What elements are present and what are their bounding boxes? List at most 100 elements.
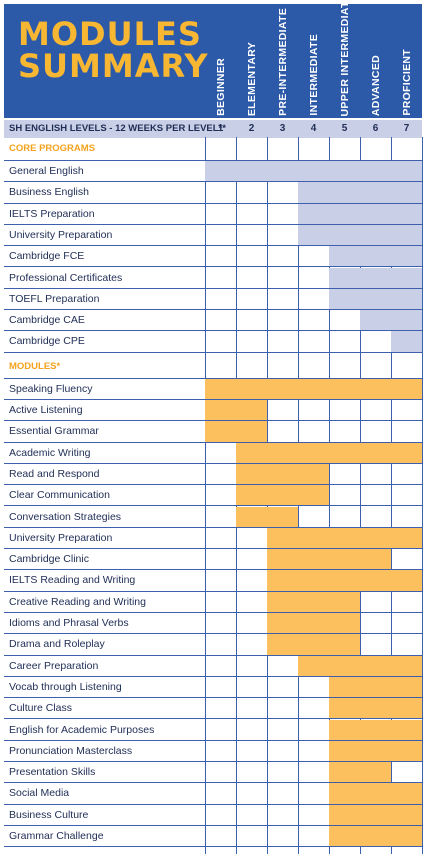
level-range-bar xyxy=(329,740,422,762)
row-label: Culture Class xyxy=(9,702,73,715)
row-label: Presentation Skills xyxy=(9,766,96,779)
row-label: Business English xyxy=(9,186,89,199)
level-name-label: ADVANCED xyxy=(369,54,382,116)
table-row: Business Culture xyxy=(4,804,422,826)
row-label: Creative Reading and Writing xyxy=(9,595,146,608)
row-label: Read and Respond xyxy=(9,467,100,480)
table-row: IELTS Reading and Writing xyxy=(4,570,422,592)
level-name-6: ADVANCED xyxy=(360,10,391,116)
subheader-label: SH ENGLISH LEVELS - 12 WEEKS PER LEVEL** xyxy=(9,123,226,134)
table-row: Conversation Strategies xyxy=(4,506,422,528)
row-label: Business Culture xyxy=(9,808,89,821)
table-row: Cambridge CPE xyxy=(4,331,422,353)
level-range-bar xyxy=(329,698,422,719)
page-title: MODULES SUMMARY xyxy=(18,18,209,82)
level-name-label: INTERMEDIATE xyxy=(307,34,320,116)
table-row: General English xyxy=(4,161,422,183)
row-label: Cambridge CPE xyxy=(9,335,85,348)
row-label: Conversation Strategies xyxy=(9,510,122,523)
row-label: IELTS Reading and Writing xyxy=(9,574,136,587)
level-range-bar xyxy=(236,463,329,485)
table-row: Active Listening xyxy=(4,400,422,422)
section-top-line xyxy=(4,160,422,161)
table-row: Cambridge FCE xyxy=(4,246,422,268)
row-label: Cambridge Clinic xyxy=(9,553,89,566)
section-top-line xyxy=(4,377,422,379)
table-row: Creative Reading and Writing xyxy=(4,591,422,613)
column-divider xyxy=(205,137,206,854)
table-row: Clear Communication xyxy=(4,485,422,507)
levels-subheader: SH ENGLISH LEVELS - 12 WEEKS PER LEVEL**… xyxy=(4,119,422,138)
table-row: Essential Grammar xyxy=(4,421,422,443)
table-row: Speaking Fluency xyxy=(4,378,422,400)
row-label: Essential Grammar xyxy=(9,425,99,438)
table-row: Idioms and Phrasal Verbs xyxy=(4,613,422,635)
table-row: Pronunciation Masterclass xyxy=(4,740,422,763)
level-number-5: 5 xyxy=(341,123,348,134)
level-number-1: 1 xyxy=(217,123,224,134)
row-label: Active Listening xyxy=(9,404,83,416)
level-range-bar xyxy=(205,378,422,399)
table-row: Professional Certificates xyxy=(4,267,422,289)
level-name-label: UPPER INTERMEDIATE xyxy=(338,0,351,116)
level-range-bar xyxy=(329,288,422,310)
level-range-bar xyxy=(205,421,267,442)
level-range-bar xyxy=(298,224,422,246)
level-range-bar xyxy=(267,634,360,655)
row-label: IELTS Preparation xyxy=(9,207,95,220)
level-range-bar xyxy=(298,203,422,224)
table-row: TOEFL Preparation xyxy=(4,288,422,311)
level-number-3: 3 xyxy=(279,123,286,134)
row-label: Grammar Challenge xyxy=(9,830,104,842)
level-name-2: ELEMENTARY xyxy=(236,10,267,116)
row-label: Drama and Roleplay xyxy=(9,638,105,651)
level-name-3: PRE-INTERMEDIATE xyxy=(267,8,298,116)
level-range-bar xyxy=(329,804,422,825)
level-number-7: 7 xyxy=(403,123,410,134)
row-label: Pronunciation Masterclass xyxy=(9,744,133,757)
table-row: Career Preparation xyxy=(4,655,422,677)
level-range-bar xyxy=(360,310,422,331)
level-range-bar xyxy=(329,676,422,698)
row-label: Vocab through Listening xyxy=(9,680,122,693)
table-row: Read and Respond xyxy=(4,463,422,486)
level-name-4: INTERMEDIATE xyxy=(298,10,329,116)
row-label: Social Media xyxy=(9,787,70,800)
section-label: CORE PROGRAMS xyxy=(9,143,96,154)
level-range-bar xyxy=(391,331,422,352)
level-name-1: BEGINNER xyxy=(205,10,236,116)
row-label: University Preparation xyxy=(9,531,113,544)
section-header-core: CORE PROGRAMS xyxy=(4,139,422,159)
row-label: English for Academic Purposes xyxy=(9,723,155,736)
row-label: Professional Certificates xyxy=(9,271,123,284)
level-range-bar xyxy=(236,506,298,527)
row-label: University Preparation xyxy=(9,228,113,241)
row-label: Clear Communication xyxy=(9,489,110,502)
level-name-label: PROFICIENT xyxy=(400,49,413,116)
row-label: Speaking Fluency xyxy=(9,382,93,395)
level-range-bar xyxy=(267,613,360,634)
table-row: Academic Writing xyxy=(4,442,422,464)
title-line-2: SUMMARY xyxy=(18,47,209,85)
table-row: Cambridge Clinic xyxy=(4,549,422,571)
title-line-1: MODULES xyxy=(18,15,202,53)
level-range-bar xyxy=(329,826,422,847)
table-row: IELTS Preparation xyxy=(4,203,422,225)
level-number-2: 2 xyxy=(248,123,255,134)
level-name-label: BEGINNER xyxy=(214,58,227,116)
level-range-bar xyxy=(267,570,422,591)
level-range-bar xyxy=(267,527,422,549)
table-row: Grammar Challenge xyxy=(4,826,422,848)
row-label: Cambridge FCE xyxy=(9,250,85,263)
level-number-6: 6 xyxy=(372,123,379,134)
column-divider xyxy=(329,137,330,854)
row-label: TOEFL Preparation xyxy=(9,292,100,305)
level-name-5: UPPER INTERMEDIATE xyxy=(329,0,360,116)
row-label: Cambridge CAE xyxy=(9,314,85,327)
table-row: Presentation Skills xyxy=(4,762,422,784)
level-range-bar xyxy=(205,161,422,182)
level-name-label: PRE-INTERMEDIATE xyxy=(276,8,289,116)
row-label: Idioms and Phrasal Verbs xyxy=(9,617,129,629)
column-divider xyxy=(391,137,392,854)
table-row: Culture Class xyxy=(4,698,422,720)
